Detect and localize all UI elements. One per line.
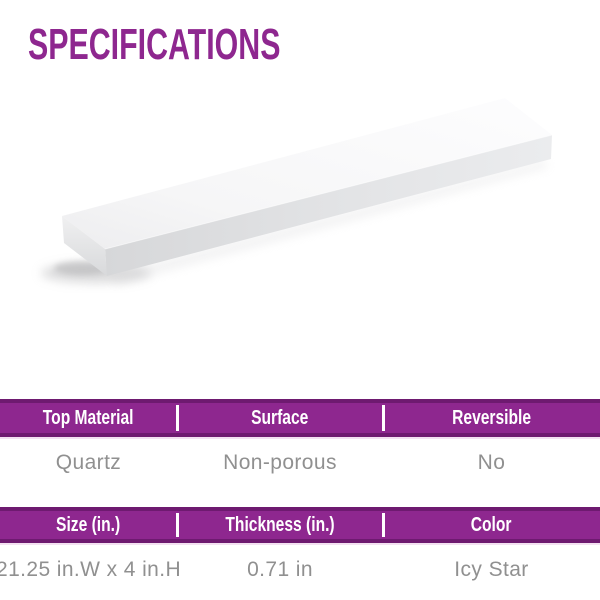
spec-header-reversible: Reversible [452, 406, 531, 429]
spec-header-top-material: Top Material [43, 406, 134, 429]
column-divider [382, 405, 385, 431]
spec-values-row2: 21.25 in.W x 4 in.H 0.71 in Icy Star [0, 557, 600, 583]
spec-header-thickness: Thickness (in.) [225, 513, 335, 536]
slab-front-face [105, 135, 552, 276]
spec-value-color: Icy Star [454, 558, 529, 581]
spec-value-thickness: 0.71 in [247, 558, 313, 581]
column-divider [382, 513, 385, 537]
column-divider [176, 513, 179, 537]
spec-header-color: Color [471, 513, 512, 536]
spec-header-size: Size (in.) [56, 513, 121, 536]
slab-shadow-long [110, 160, 548, 284]
spec-header-bar-row2: Size (in.) Thickness (in.) Color [0, 507, 600, 543]
column-divider [176, 405, 179, 431]
spec-header-bar-row1: Top Material Surface Reversible [0, 399, 600, 437]
slab-left-end-face [62, 216, 107, 276]
spec-value-reversible: No [477, 451, 506, 474]
spec-value-surface: Non-porous [223, 451, 337, 474]
spec-value-size: 21.25 in.W x 4 in.H [0, 558, 182, 581]
page-title: SPECIFICATIONS [28, 20, 281, 69]
spec-header-surface: Surface [251, 406, 309, 429]
spec-value-top-material: Quartz [55, 451, 122, 474]
slab-front-edge-highlight [104, 134, 553, 250]
slab-top-face [62, 98, 552, 249]
spec-values-row1: Quartz Non-porous No [0, 450, 600, 476]
